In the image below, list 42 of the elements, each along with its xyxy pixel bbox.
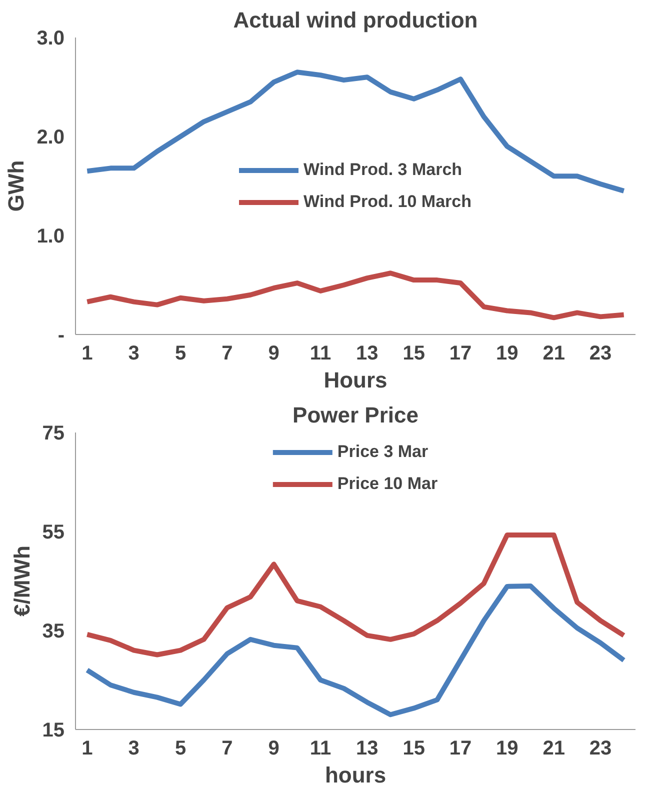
x-tick-label: 13 xyxy=(356,738,378,760)
x-tick-label: 15 xyxy=(402,738,425,760)
y-axis-title: GWh xyxy=(4,160,29,212)
x-axis-title: Hours xyxy=(324,368,388,392)
x-tick-label: 9 xyxy=(268,738,280,760)
x-tick-label: 17 xyxy=(449,342,472,364)
x-tick-label: 3 xyxy=(128,342,140,364)
y-tick-label: 2.0 xyxy=(36,126,65,148)
x-tick-label: 11 xyxy=(310,738,332,760)
y-tick-label: 55 xyxy=(42,522,65,544)
x-tick-label: 7 xyxy=(222,342,233,364)
x-tick-label: 15 xyxy=(402,342,425,364)
x-tick-label: 11 xyxy=(310,342,332,364)
x-tick-label: 1 xyxy=(82,738,93,760)
chart-title: Actual wind production xyxy=(233,8,478,32)
x-axis-title: hours xyxy=(324,762,386,788)
y-tick-label: 1.0 xyxy=(36,226,65,248)
y-tick-label: 15 xyxy=(42,720,65,742)
x-tick-label: 5 xyxy=(174,342,186,364)
y-axis-title: €/MWh xyxy=(9,546,34,616)
x-tick-label: 21 xyxy=(542,738,565,760)
x-tick-label: 21 xyxy=(542,342,565,364)
legend-label: Price 3 Mar xyxy=(337,442,428,462)
x-tick-label: 19 xyxy=(496,342,518,364)
x-tick-label: 5 xyxy=(174,738,186,760)
y-tick-label: 35 xyxy=(42,620,65,642)
chart-title: Power Price xyxy=(292,402,418,428)
x-tick-label: 23 xyxy=(589,342,612,364)
legend-label: Price 10 Mar xyxy=(337,474,438,494)
x-tick-label: 19 xyxy=(496,738,518,760)
y-tick-label: 75 xyxy=(42,422,65,444)
x-tick-label: 3 xyxy=(128,738,140,760)
x-tick-label: 1 xyxy=(82,342,93,364)
x-tick-label: 13 xyxy=(356,342,378,364)
x-tick-label: 7 xyxy=(222,738,233,760)
legend-label: Wind Prod. 10 March xyxy=(304,192,472,212)
x-tick-label: 23 xyxy=(589,738,612,760)
x-tick-label: 9 xyxy=(268,342,280,364)
y-tick-label: 3.0 xyxy=(36,28,65,50)
legend-label: Wind Prod. 3 March xyxy=(304,160,462,180)
y-tick-label: - xyxy=(58,324,65,346)
x-tick-label: 17 xyxy=(449,738,472,760)
